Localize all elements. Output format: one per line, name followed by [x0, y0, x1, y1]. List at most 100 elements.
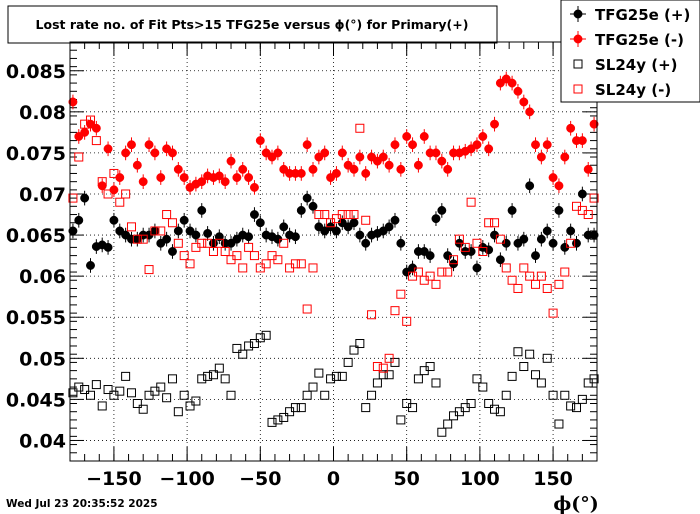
data-point	[437, 267, 447, 277]
data-point	[495, 255, 505, 265]
data-point	[367, 390, 377, 400]
timestamp: Wed Jul 23 20:35:52 2025	[6, 498, 158, 510]
data-point	[519, 97, 529, 107]
data-point	[589, 193, 599, 203]
data-point	[378, 370, 388, 380]
data-point	[238, 263, 248, 273]
data-point	[132, 398, 142, 408]
data-point	[138, 234, 148, 244]
data-point	[548, 173, 558, 183]
data-point	[220, 374, 230, 384]
data-point	[197, 238, 207, 248]
data-point	[484, 245, 494, 255]
data-point	[68, 226, 78, 236]
data-point	[86, 261, 95, 270]
data-point	[191, 230, 201, 240]
y-tick-label: 0.085	[6, 61, 66, 83]
data-point	[501, 390, 511, 400]
data-point	[273, 148, 283, 158]
data-point	[343, 210, 353, 220]
data-point	[173, 226, 183, 236]
data-point	[279, 238, 289, 248]
data-point	[255, 333, 265, 343]
data-point	[209, 238, 218, 248]
data-point	[296, 169, 306, 178]
data-point	[115, 197, 125, 207]
data-point	[168, 247, 177, 256]
data-point	[109, 215, 119, 225]
data-point	[566, 401, 576, 411]
y-tick-label: 0.075	[6, 143, 66, 165]
grid-lines	[70, 42, 597, 461]
y-tick-label: 0.045	[6, 389, 66, 411]
data-point	[478, 382, 488, 392]
data-point	[396, 289, 406, 299]
data-point	[156, 173, 166, 183]
data-point	[501, 263, 511, 273]
data-point	[536, 152, 546, 162]
data-point	[162, 393, 172, 403]
series-0	[68, 178, 599, 280]
data-point	[484, 398, 494, 408]
data-point	[255, 136, 265, 146]
data-point	[337, 148, 347, 158]
data-point	[355, 152, 365, 162]
data-point	[121, 148, 131, 158]
data-point	[577, 394, 587, 404]
data-point	[372, 378, 382, 388]
data-point	[519, 234, 529, 244]
data-point	[331, 169, 341, 178]
chart-title: Lost rate no. of Fit Pts>15 TFG25e versu…	[36, 17, 469, 32]
data-point	[337, 371, 347, 381]
data-point	[279, 412, 289, 422]
x-tick-label: −50	[239, 468, 281, 490]
data-point	[138, 177, 148, 187]
data-point	[314, 368, 324, 378]
data-point	[536, 271, 546, 281]
data-point	[308, 263, 318, 273]
data-point	[91, 136, 101, 146]
data-point	[472, 238, 482, 248]
data-point	[384, 370, 394, 380]
y-tick-label: 0.055	[6, 307, 66, 329]
legend: TFG25e (+) TFG25e (-) SL24y (+) SL24y (-)	[560, 0, 700, 103]
data-point	[525, 181, 535, 191]
data-point	[542, 283, 552, 293]
data-point	[408, 140, 417, 150]
data-point	[103, 385, 113, 395]
data-point	[238, 164, 248, 174]
data-point	[536, 234, 546, 244]
data-point	[203, 228, 213, 238]
data-point	[150, 148, 160, 158]
y-tick-label: 0.07	[19, 184, 66, 206]
data-point	[302, 193, 312, 203]
data-point	[308, 382, 318, 392]
data-point	[203, 371, 213, 381]
data-point	[144, 265, 154, 275]
data-point	[554, 205, 564, 215]
data-point	[331, 226, 341, 236]
data-point	[548, 308, 558, 318]
data-point	[560, 390, 570, 400]
data-point	[197, 374, 207, 384]
data-point	[103, 189, 113, 199]
data-point	[85, 390, 95, 400]
data-point	[68, 193, 78, 203]
data-point	[384, 353, 394, 363]
data-point	[349, 164, 359, 174]
data-point	[478, 247, 488, 256]
data-point	[121, 371, 131, 381]
data-point	[255, 218, 265, 228]
data-point	[531, 140, 540, 150]
data-point	[577, 136, 587, 146]
data-point	[290, 403, 300, 413]
data-point	[290, 259, 300, 269]
data-point	[431, 214, 441, 224]
data-point	[296, 403, 306, 413]
data-point	[413, 374, 423, 384]
data-point	[472, 374, 482, 384]
data-point	[320, 148, 330, 158]
data-point	[490, 404, 500, 414]
data-point	[214, 363, 224, 373]
